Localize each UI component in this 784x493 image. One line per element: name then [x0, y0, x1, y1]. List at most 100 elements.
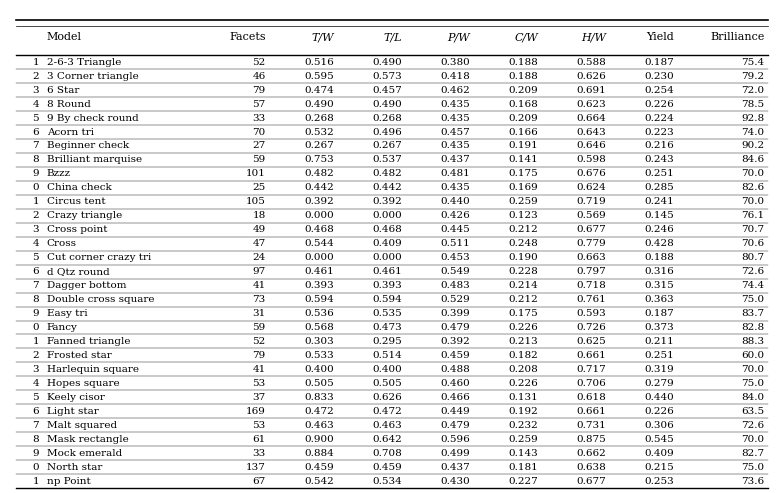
Text: 0.449: 0.449: [440, 407, 470, 416]
Text: 0.473: 0.473: [372, 323, 401, 332]
Text: 0.545: 0.545: [644, 435, 673, 444]
Text: 0.409: 0.409: [644, 449, 673, 458]
Text: 0.430: 0.430: [440, 477, 470, 486]
Text: Cut corner crazy tri: Cut corner crazy tri: [47, 253, 151, 262]
Text: 0.511: 0.511: [440, 239, 470, 248]
Text: 0.598: 0.598: [576, 155, 606, 165]
Text: 0.175: 0.175: [508, 309, 538, 318]
Text: 0.400: 0.400: [304, 365, 334, 374]
Text: 0.426: 0.426: [440, 211, 470, 220]
Text: 5: 5: [32, 253, 39, 262]
Text: 0.514: 0.514: [372, 351, 401, 360]
Text: Malt squared: Malt squared: [47, 421, 117, 430]
Text: 0.463: 0.463: [304, 421, 334, 430]
Text: 0.187: 0.187: [644, 309, 673, 318]
Text: 0.596: 0.596: [440, 435, 470, 444]
Text: 0.625: 0.625: [576, 337, 606, 346]
Text: 70.0: 70.0: [742, 197, 764, 207]
Text: 0.303: 0.303: [304, 337, 334, 346]
Text: 0.440: 0.440: [644, 393, 673, 402]
Text: 92.8: 92.8: [742, 113, 764, 123]
Text: 0.460: 0.460: [440, 379, 470, 388]
Text: 101: 101: [246, 170, 266, 178]
Text: 0.474: 0.474: [304, 86, 334, 95]
Text: 0.505: 0.505: [304, 379, 334, 388]
Text: 0.227: 0.227: [508, 477, 538, 486]
Text: 0.226: 0.226: [644, 407, 673, 416]
Text: 0.188: 0.188: [644, 253, 673, 262]
Text: 137: 137: [246, 462, 266, 472]
Text: 70.0: 70.0: [742, 170, 764, 178]
Text: Easy tri: Easy tri: [47, 309, 88, 318]
Text: 0.268: 0.268: [372, 113, 401, 123]
Text: 0.435: 0.435: [440, 113, 470, 123]
Text: 79: 79: [252, 351, 266, 360]
Text: 0.399: 0.399: [440, 309, 470, 318]
Text: 0.188: 0.188: [508, 71, 538, 81]
Text: 0.212: 0.212: [508, 295, 538, 304]
Text: 27: 27: [252, 141, 266, 150]
Text: 0.392: 0.392: [304, 197, 334, 207]
Text: 0: 0: [32, 323, 39, 332]
Text: 0.593: 0.593: [576, 309, 606, 318]
Text: 0.145: 0.145: [644, 211, 673, 220]
Text: 0.463: 0.463: [372, 421, 401, 430]
Text: 3: 3: [32, 225, 39, 234]
Text: 0.718: 0.718: [576, 281, 606, 290]
Text: 73: 73: [252, 295, 266, 304]
Text: 0.214: 0.214: [508, 281, 538, 290]
Text: 75.0: 75.0: [742, 295, 764, 304]
Text: 0.393: 0.393: [304, 281, 334, 290]
Text: 0.442: 0.442: [372, 183, 401, 192]
Text: 80.7: 80.7: [742, 253, 764, 262]
Text: 0.400: 0.400: [372, 365, 401, 374]
Text: 0.532: 0.532: [304, 128, 334, 137]
Text: 0.588: 0.588: [576, 58, 606, 67]
Text: 0.216: 0.216: [644, 141, 673, 150]
Text: 0.259: 0.259: [508, 435, 538, 444]
Text: 0.661: 0.661: [576, 351, 606, 360]
Text: Harlequin square: Harlequin square: [47, 365, 139, 374]
Text: 0.468: 0.468: [304, 225, 334, 234]
Text: 0.677: 0.677: [576, 225, 606, 234]
Text: 41: 41: [252, 365, 266, 374]
Text: Model: Model: [47, 33, 82, 42]
Text: 18: 18: [252, 211, 266, 220]
Text: 0.479: 0.479: [440, 323, 470, 332]
Text: 0.461: 0.461: [372, 267, 401, 276]
Text: 63.5: 63.5: [742, 407, 764, 416]
Text: 78.5: 78.5: [742, 100, 764, 108]
Text: 0.192: 0.192: [508, 407, 538, 416]
Text: Mock emerald: Mock emerald: [47, 449, 122, 458]
Text: 49: 49: [252, 225, 266, 234]
Text: 84.6: 84.6: [742, 155, 764, 165]
Text: 4: 4: [32, 239, 39, 248]
Text: 70.0: 70.0: [742, 365, 764, 374]
Text: 75.0: 75.0: [742, 462, 764, 472]
Text: 0.569: 0.569: [576, 211, 606, 220]
Text: 0.457: 0.457: [440, 128, 470, 137]
Text: 52: 52: [252, 337, 266, 346]
Text: 0.182: 0.182: [508, 351, 538, 360]
Text: 0.618: 0.618: [576, 393, 606, 402]
Text: 0.708: 0.708: [372, 449, 401, 458]
Text: P/W: P/W: [447, 33, 470, 42]
Text: 79: 79: [252, 86, 266, 95]
Text: 0.279: 0.279: [644, 379, 673, 388]
Text: T/W: T/W: [311, 33, 334, 42]
Text: 3: 3: [32, 365, 39, 374]
Text: 9: 9: [32, 309, 39, 318]
Text: 0.884: 0.884: [304, 449, 334, 458]
Text: 1: 1: [32, 477, 39, 486]
Text: 0.268: 0.268: [304, 113, 334, 123]
Text: 0.435: 0.435: [440, 141, 470, 150]
Text: 0.213: 0.213: [508, 337, 538, 346]
Text: 2: 2: [32, 71, 39, 81]
Text: 0.677: 0.677: [576, 477, 606, 486]
Text: 0.726: 0.726: [576, 323, 606, 332]
Text: 0.212: 0.212: [508, 225, 538, 234]
Text: 0.534: 0.534: [372, 477, 401, 486]
Text: 0.373: 0.373: [644, 323, 673, 332]
Text: 0.251: 0.251: [644, 351, 673, 360]
Text: 0.472: 0.472: [372, 407, 401, 416]
